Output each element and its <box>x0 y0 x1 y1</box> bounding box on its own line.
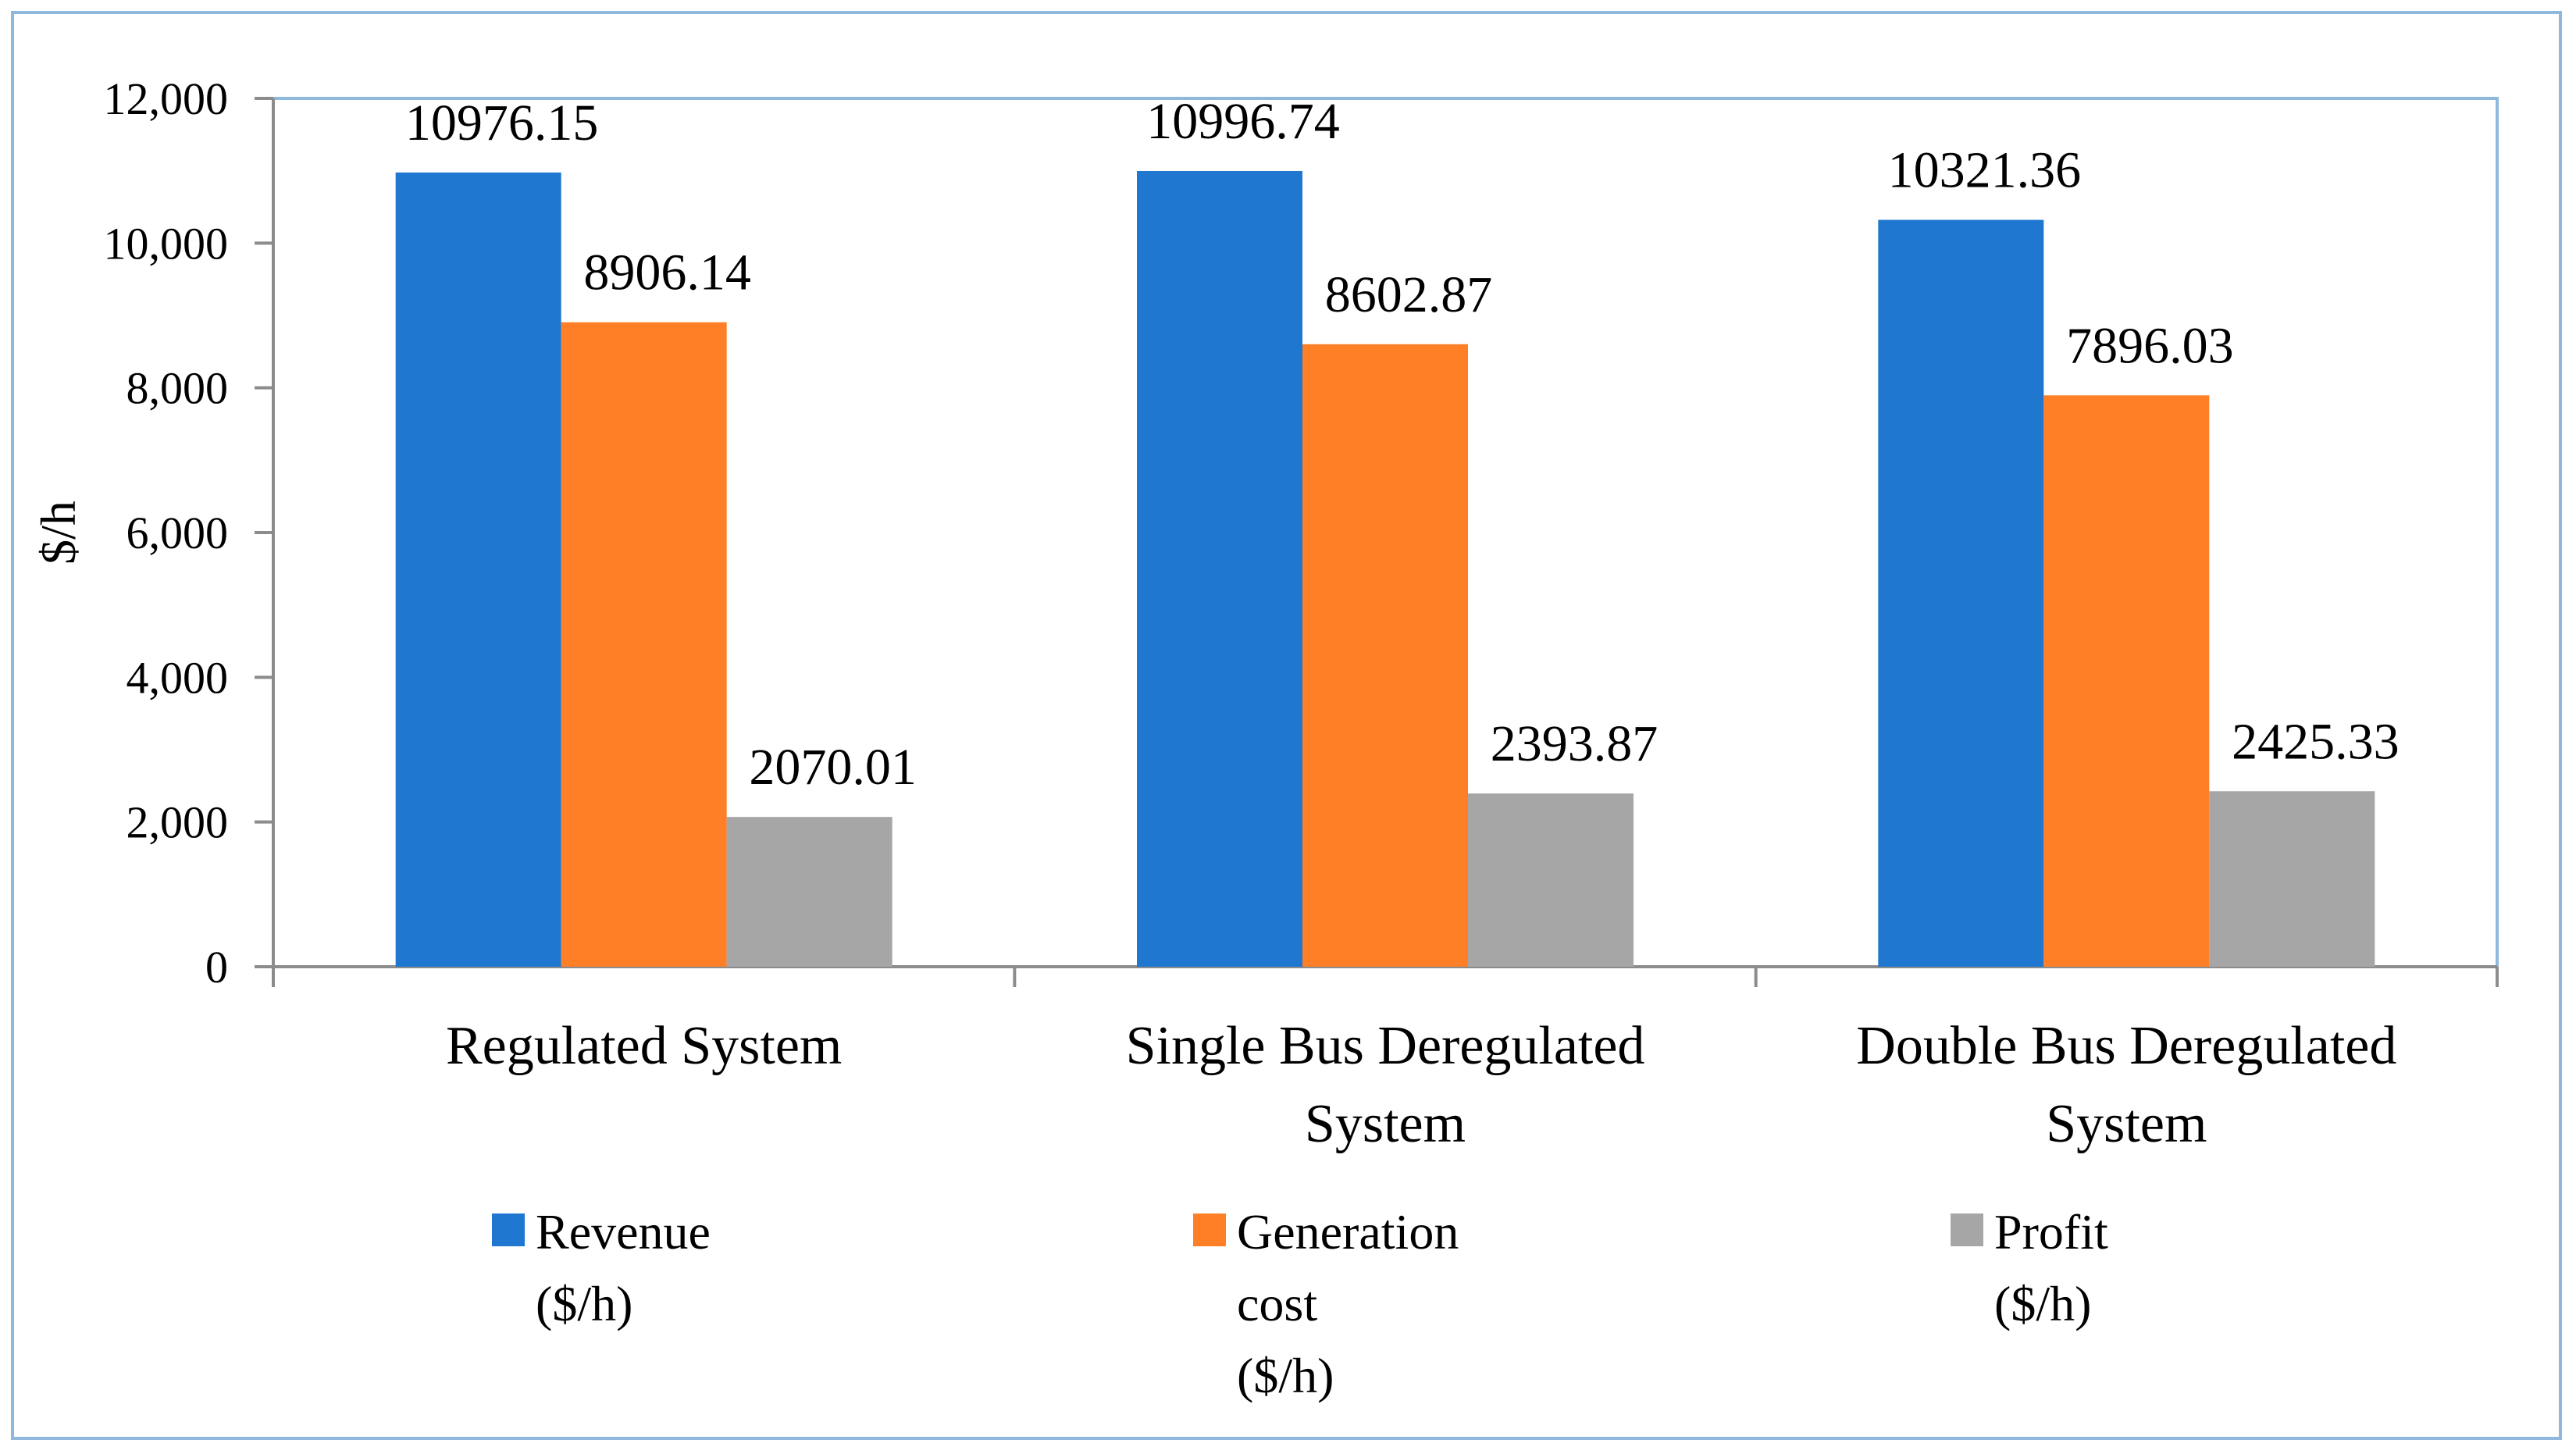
y-tick-label-3: 6,000 <box>126 508 229 558</box>
data-label-2-1: 8906.14 <box>583 244 751 301</box>
legend-label-1: Revenue ($/h) <box>536 1204 711 1331</box>
y-tick-label-1: 2,000 <box>126 797 229 848</box>
data-label-3-3: 2425.33 <box>2232 713 2400 770</box>
legend-item-1: Revenue ($/h) <box>492 1196 711 1340</box>
data-label-1-2: 10996.74 <box>1146 93 1340 150</box>
x-category-label-2-line-2: System <box>1305 1094 1466 1154</box>
bar-3-1 <box>726 817 893 967</box>
y-tick-label-6: 12,000 <box>104 73 229 124</box>
bar-2-2 <box>1302 344 1468 967</box>
x-category-label-2: Single Bus Deregulated <box>1126 1016 1645 1076</box>
y-tick-label-5: 10,000 <box>104 218 229 269</box>
x-category-label-3-line-2: System <box>2046 1094 2207 1154</box>
data-label-1-1: 10976.15 <box>405 94 599 151</box>
data-label-3-1: 2070.01 <box>749 739 917 796</box>
bar-3-2 <box>1468 793 1634 967</box>
bar-1-1 <box>395 172 561 967</box>
bar-1-2 <box>1137 170 1302 968</box>
bar-chart: 0 2,000 4,000 6,000 8,000 10,000 12,000 $/h 1097… <box>30 73 2499 1154</box>
bar-3-3 <box>2209 791 2375 967</box>
chart-frame: 0 2,000 4,000 6,000 8,000 10,000 12,000 $/h 1097… <box>11 11 2562 1440</box>
legend-swatch-1 <box>492 1213 525 1246</box>
legend-item-3: Profit ($/h) <box>1951 1196 2108 1340</box>
y-tick-label-4: 8,000 <box>126 363 229 414</box>
x-category-label-1: Regulated System <box>446 1016 842 1076</box>
data-label-2-3: 7896.03 <box>2066 317 2234 374</box>
y-tick-label-0: 0 <box>205 942 228 992</box>
x-category-label-3: Double Bus Deregulated <box>1856 1016 2396 1076</box>
y-axis-label: $/h <box>30 501 86 565</box>
bar-2-1 <box>561 322 727 967</box>
legend-swatch-2 <box>1193 1213 1226 1246</box>
data-label-2-2: 8602.87 <box>1325 266 1493 323</box>
bar-2-3 <box>2043 395 2210 967</box>
data-label-1-3: 10321.36 <box>1888 142 2082 199</box>
legend-swatch-3 <box>1951 1213 1983 1246</box>
legend-label-2: Generation cost ($/h) <box>1237 1204 1459 1403</box>
bar-1-3 <box>1878 219 2044 968</box>
y-tick-label-2: 4,000 <box>126 652 229 703</box>
data-label-3-2: 2393.87 <box>1491 715 1659 772</box>
legend-item-2: Generation cost ($/h) <box>1193 1196 1459 1412</box>
legend-label-3: Profit ($/h) <box>1994 1204 2108 1331</box>
